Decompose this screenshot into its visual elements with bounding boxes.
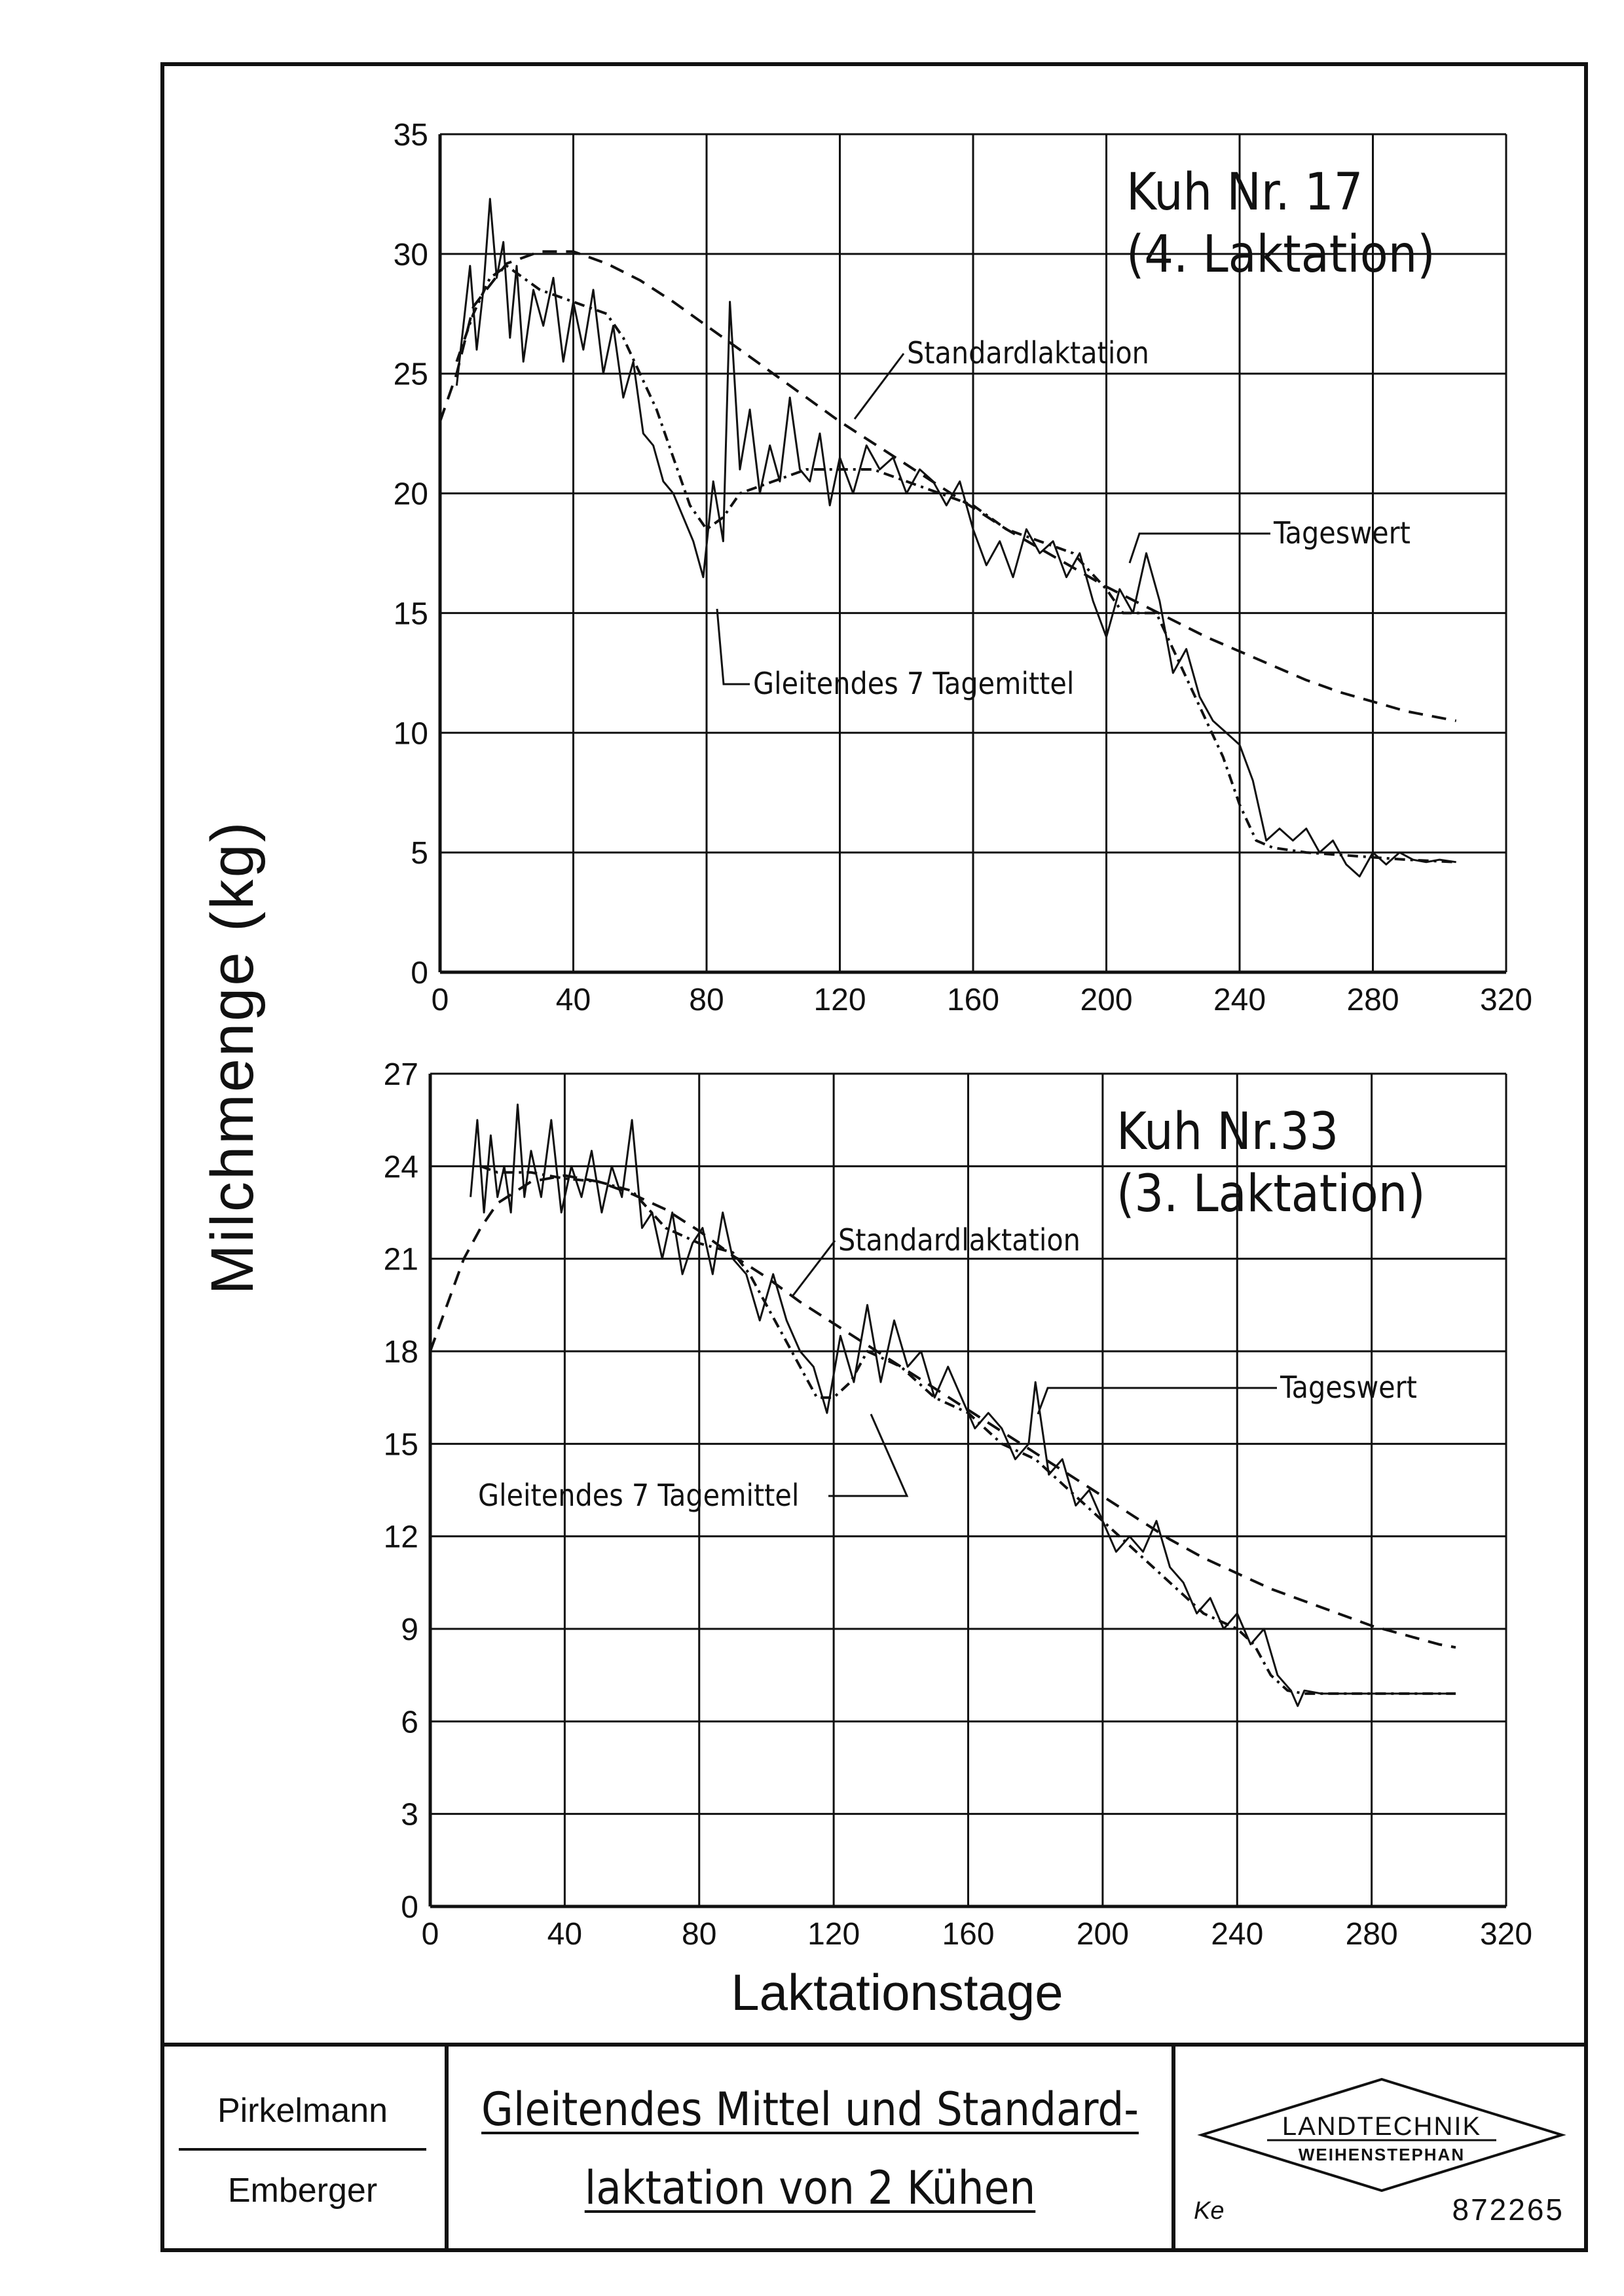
- series-dash-dot-line: [480, 1165, 1456, 1695]
- y-tick-label: 15: [394, 596, 428, 631]
- y-tick-label: 18: [384, 1335, 418, 1370]
- cow-lactation-label: (3. Laktation): [1116, 1165, 1426, 1224]
- leader-gleitendes-mittel: [828, 1413, 909, 1497]
- x-tick-label: 160: [942, 1917, 994, 1952]
- logo-diamond-icon: [1197, 2077, 1566, 2193]
- x-tick-label: 0: [432, 983, 449, 1017]
- x-tick-label: 200: [1080, 983, 1132, 1017]
- document-number: 872265: [1452, 2193, 1564, 2227]
- x-tick-label: 120: [807, 1917, 860, 1952]
- author-divider: [179, 2148, 426, 2151]
- y-axis-label: Milchmenge (kg): [199, 820, 266, 1295]
- y-tick-label: 27: [384, 1057, 418, 1092]
- landtechnik-logo: LANDTECHNIK WEIHENSTEPHAN: [1189, 2063, 1575, 2194]
- y-tick-label: 21: [384, 1243, 418, 1277]
- x-tick-label: 240: [1213, 983, 1266, 1017]
- x-axis-label: Laktationstage: [731, 1963, 1063, 2021]
- y-tick-label: 30: [394, 238, 428, 272]
- leader-standardlaktation: [791, 1240, 836, 1297]
- y-tick-label: 10: [394, 716, 428, 751]
- y-tick-label: 9: [401, 1613, 418, 1647]
- x-tick-label: 200: [1077, 1917, 1129, 1952]
- y-tick-label: 3: [401, 1798, 418, 1832]
- x-tick-label: 120: [813, 983, 866, 1017]
- figure-title-line-1: Gleitendes Mittel und Standard-: [449, 2083, 1172, 2136]
- logo-cell: LANDTECHNIK WEIHENSTEPHAN Ke 872265: [1175, 2047, 1584, 2252]
- cow-title: Kuh Nr.33: [1116, 1102, 1338, 1161]
- y-tick-label: 24: [384, 1150, 418, 1184]
- leader-tageswert: [1037, 1387, 1277, 1415]
- leader-gleitendes-mittel: [716, 608, 750, 685]
- author-primary: Pirkelmann: [217, 2092, 388, 2130]
- annotation-gleitendes-mittel: Gleitendes 7 Tagemittel: [753, 666, 1074, 701]
- series-dash-dot-line: [455, 264, 1456, 864]
- author-cell: Pirkelmann Emberger: [160, 2047, 449, 2252]
- x-tick-label: 40: [556, 983, 591, 1017]
- figure-title-line-2-text: laktation von 2 Kühen: [584, 2161, 1036, 2215]
- cow-lactation-label: (4. Laktation): [1126, 225, 1435, 284]
- x-tick-label: 0: [422, 1917, 439, 1952]
- leader-tageswert: [1128, 532, 1270, 564]
- y-tick-label: 25: [394, 357, 428, 392]
- ke-mark: Ke: [1194, 2197, 1225, 2225]
- y-tick-label: 20: [394, 477, 428, 512]
- x-tick-label: 280: [1346, 983, 1399, 1017]
- x-tick-label: 240: [1211, 1917, 1263, 1952]
- y-tick-label: 5: [411, 836, 428, 871]
- figure-title-line-1-text: Gleitendes Mittel und Standard-: [481, 2083, 1139, 2136]
- annotation-tageswert: Tageswert: [1280, 1370, 1417, 1405]
- title-cell: Gleitendes Mittel und Standard- laktatio…: [449, 2047, 1175, 2252]
- annotation-standardlaktation: Standardlaktation: [838, 1222, 1080, 1258]
- figure-title-line-2: laktation von 2 Kühen: [449, 2161, 1172, 2215]
- x-tick-label: 320: [1480, 983, 1532, 1017]
- series-solid-line: [455, 198, 1456, 878]
- y-tick-label: 35: [394, 118, 428, 153]
- leader-standardlaktation: [853, 353, 905, 420]
- x-tick-label: 80: [682, 1917, 716, 1952]
- y-tick-label: 15: [384, 1427, 418, 1462]
- x-tick-label: 40: [547, 1917, 582, 1952]
- annotation-gleitendes-mittel: Gleitendes 7 Tagemittel: [478, 1478, 799, 1513]
- annotation-standardlaktation: Standardlaktation: [907, 335, 1149, 371]
- y-tick-label: 0: [411, 956, 428, 991]
- series-dashed-line: [429, 1174, 1456, 1649]
- y-tick-label: 12: [384, 1520, 418, 1555]
- x-tick-label: 280: [1346, 1917, 1398, 1952]
- series-dashed-line: [439, 250, 1457, 722]
- logo-text-2: WEIHENSTEPHAN: [1298, 2145, 1466, 2164]
- y-tick-label: 6: [401, 1705, 418, 1740]
- cow-title: Kuh Nr. 17: [1126, 163, 1363, 222]
- x-tick-label: 80: [689, 983, 724, 1017]
- series-solid-line: [470, 1103, 1456, 1707]
- author-secondary: Emberger: [227, 2172, 378, 2210]
- x-tick-label: 160: [947, 983, 999, 1017]
- annotation-tageswert: Tageswert: [1273, 515, 1411, 551]
- y-tick-label: 0: [401, 1890, 418, 1925]
- logo-text-1: LANDTECHNIK: [1282, 2112, 1482, 2141]
- x-tick-label: 320: [1480, 1917, 1532, 1952]
- title-block: Pirkelmann Emberger Gleitendes Mittel un…: [160, 2043, 1588, 2252]
- drawing-frame: [160, 62, 1588, 2252]
